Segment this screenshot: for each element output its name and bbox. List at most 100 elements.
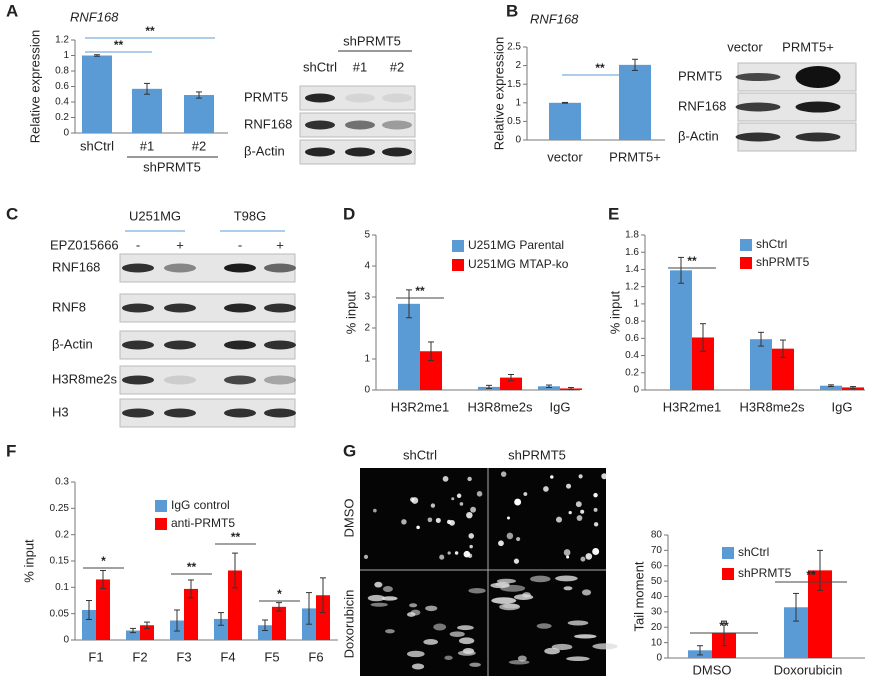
blot-row-label: H3R8me2s <box>52 371 118 386</box>
bar <box>126 630 140 640</box>
y-tick-label: 0.4 <box>625 350 639 361</box>
error-bar <box>758 331 764 347</box>
error-bar <box>130 627 136 634</box>
y-tick-label: 0.15 <box>50 556 70 567</box>
y-axis-label: Relative expression <box>491 37 506 150</box>
nucleus <box>601 473 608 480</box>
error-bar <box>144 82 150 95</box>
nucleus <box>459 502 464 506</box>
bar <box>214 618 228 640</box>
blot-row-label: PRMT5 <box>244 89 288 104</box>
bar <box>750 339 772 390</box>
nucleus <box>401 519 407 525</box>
comet <box>409 603 418 608</box>
band <box>224 375 256 385</box>
x-tick-label: #2 <box>192 138 206 153</box>
bar <box>538 386 560 390</box>
comet <box>381 596 398 601</box>
lane-label: + <box>176 237 184 252</box>
y-tick-label: 2 <box>364 323 370 334</box>
error-bar <box>562 101 568 104</box>
comet <box>544 647 560 655</box>
y-tick-label: 1 <box>515 97 521 108</box>
y-tick-label: 3 <box>364 292 370 303</box>
band <box>164 375 196 385</box>
band <box>382 147 412 157</box>
x-tick-label: IgG <box>832 399 853 414</box>
x-tick-label: H3R2me1 <box>391 399 450 414</box>
comet <box>406 650 425 658</box>
comet <box>581 589 592 596</box>
error-bar <box>94 54 100 57</box>
error-bar <box>697 645 703 656</box>
legend-swatch <box>452 240 464 252</box>
significance-mark: * <box>277 587 282 601</box>
nucleus <box>416 525 420 530</box>
significance-mark: ** <box>595 61 605 75</box>
blot-row-label: β-Actin <box>678 128 719 143</box>
nucleus <box>498 540 504 547</box>
legend-swatch <box>722 568 734 580</box>
y-tick-label: 1.6 <box>625 247 639 258</box>
band <box>164 340 196 350</box>
band <box>795 66 841 88</box>
nucleus <box>585 553 593 560</box>
band <box>224 303 256 313</box>
x-tick-label: Doxorubicin <box>774 662 843 677</box>
comet <box>468 587 486 594</box>
lane-label: shCtrl <box>303 59 337 74</box>
blot-row-label: β-Actin <box>244 143 285 158</box>
nucleus <box>578 474 583 479</box>
comet <box>469 662 481 667</box>
band <box>164 303 196 313</box>
bar <box>398 303 420 390</box>
comet <box>367 594 386 602</box>
bar <box>549 102 581 140</box>
panel-letter: A <box>6 1 18 20</box>
significance-mark: ** <box>719 619 729 633</box>
bar <box>132 88 162 133</box>
error-bar <box>306 592 312 625</box>
error-bar <box>508 374 514 382</box>
y-tick-label: 80 <box>651 530 663 541</box>
band <box>345 120 375 130</box>
error-bar <box>546 384 552 389</box>
bar <box>82 609 96 640</box>
y-tick-label: 0.5 <box>507 116 521 127</box>
blot-row-label: RNF168 <box>678 98 726 113</box>
y-tick-label: 0 <box>656 653 662 664</box>
legend-label: U251MG Parental <box>468 238 564 252</box>
band <box>264 408 296 418</box>
error-bar <box>196 91 202 99</box>
comet <box>462 647 475 655</box>
significance-mark: ** <box>806 568 816 582</box>
comet <box>382 586 393 593</box>
y-tick-label: 40 <box>651 591 663 602</box>
nucleus <box>456 493 462 499</box>
error-bar <box>144 621 150 629</box>
bar <box>670 270 692 390</box>
comet <box>567 620 589 626</box>
image-column-label: shCtrl <box>403 447 437 462</box>
comet <box>444 655 453 661</box>
x-tick-label: F2 <box>132 649 147 664</box>
y-axis-label: % input <box>343 290 358 334</box>
blot-row-label: PRMT5 <box>678 68 722 83</box>
y-tick-label: 60 <box>651 560 663 571</box>
image-column-label: shPRMT5 <box>508 447 566 462</box>
y-tick-label: 70 <box>651 545 663 556</box>
comet <box>491 597 517 604</box>
comet <box>433 623 447 631</box>
panel-letter: D <box>343 204 355 223</box>
significance-mark: ** <box>687 254 697 268</box>
nucleus <box>470 506 477 513</box>
y-axis-label: % input <box>21 539 36 583</box>
legend-label: shCtrl <box>738 545 769 559</box>
significance-mark: ** <box>145 24 155 38</box>
band <box>264 375 296 385</box>
y-tick-label: 1.2 <box>55 35 69 46</box>
nucleus <box>373 508 377 513</box>
comet <box>592 643 618 650</box>
blot-header: shPRMT5 <box>343 33 401 48</box>
x-tick-label: F3 <box>176 649 191 664</box>
